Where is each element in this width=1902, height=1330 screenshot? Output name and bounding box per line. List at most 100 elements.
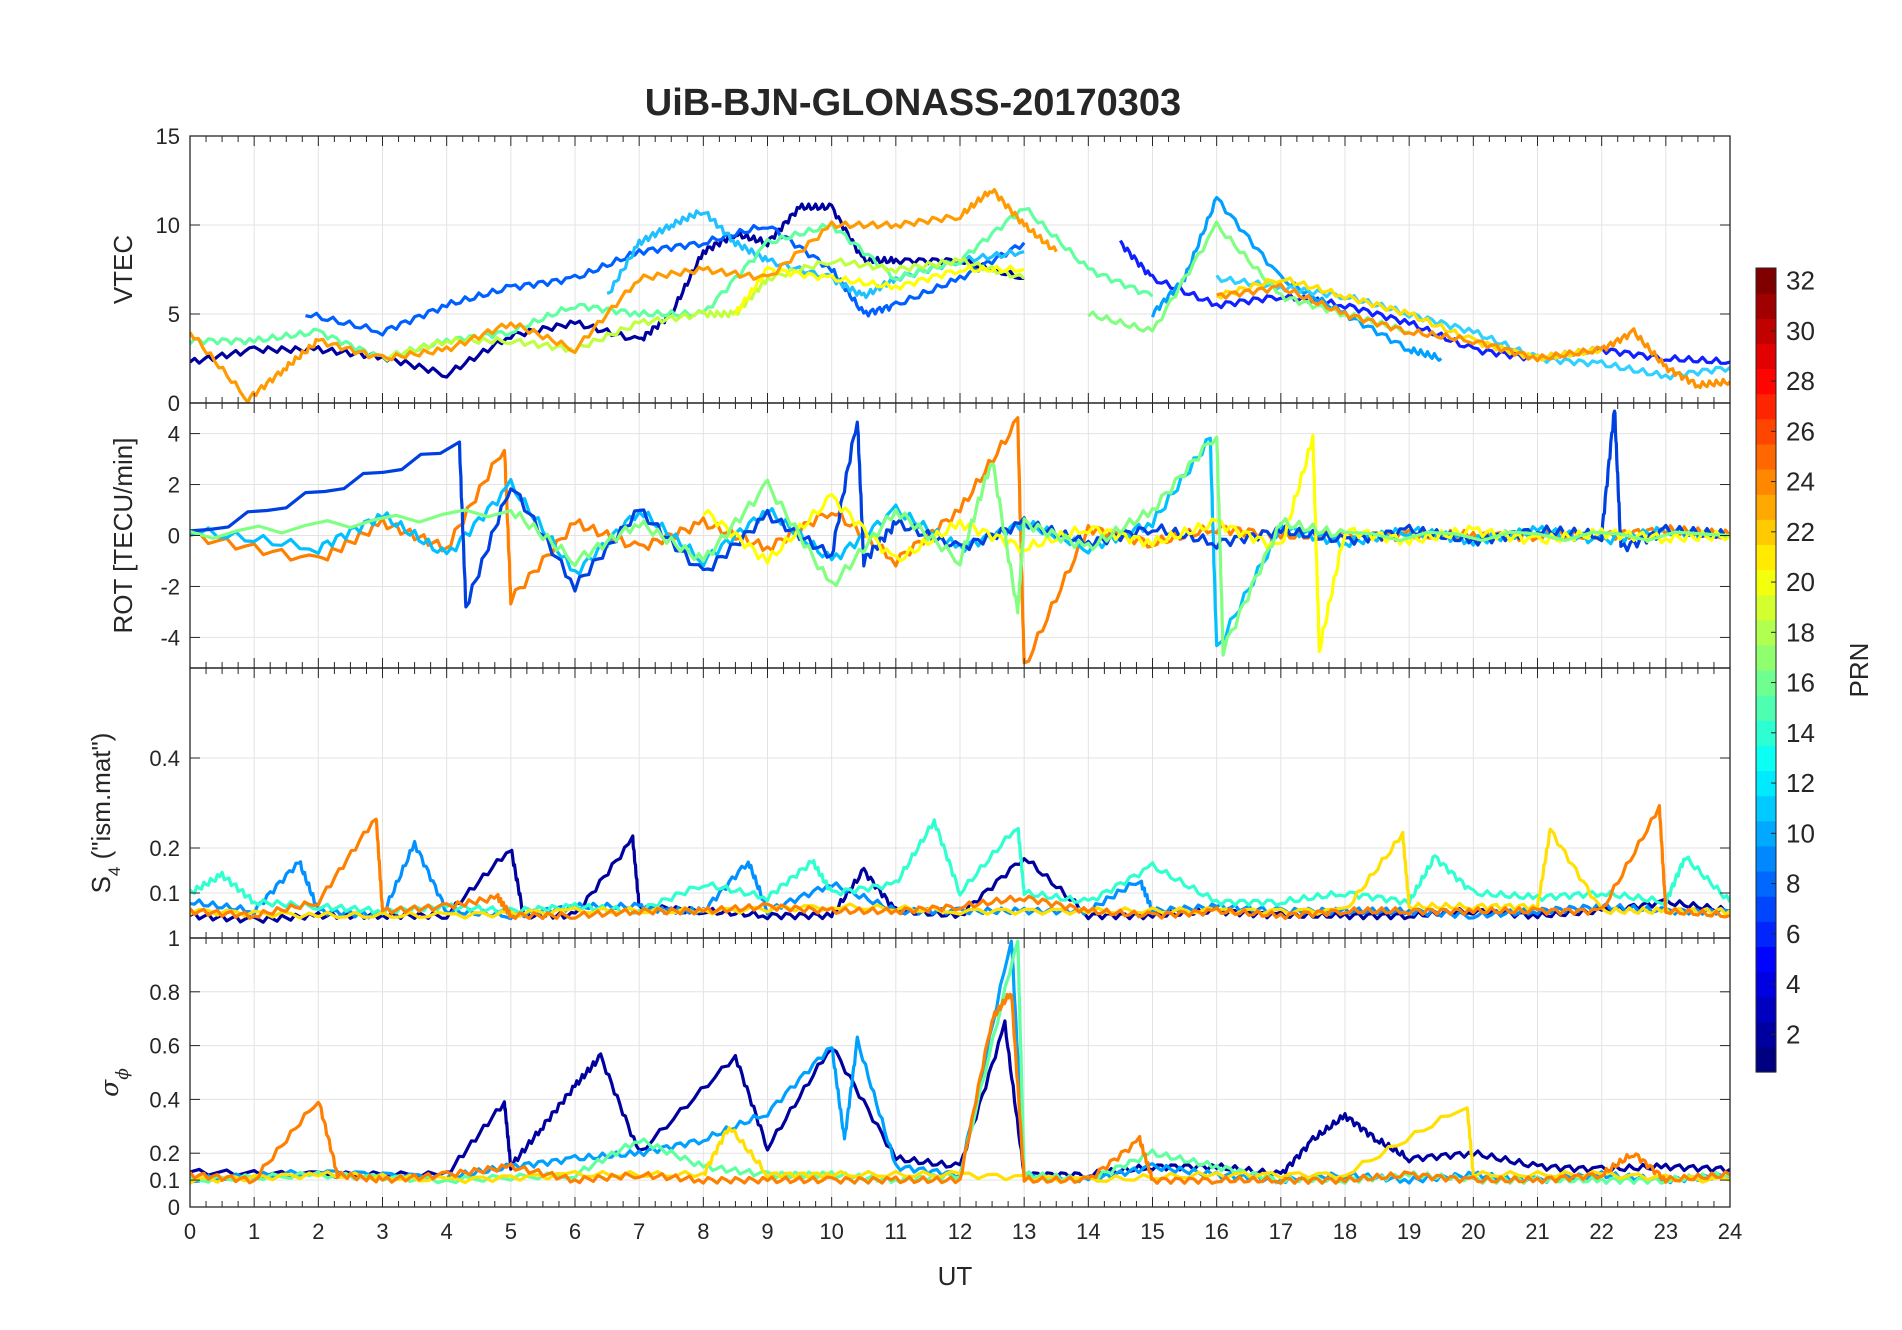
x-tick-label: 18 [1333,1219,1357,1244]
y-tick-label: 0.6 [149,1034,180,1059]
colorbar-tick-label: 14 [1786,718,1815,748]
colorbar-segment [1756,368,1776,395]
x-tick-label: 5 [505,1219,517,1244]
x-tick-label: 12 [948,1219,972,1244]
colorbar-segment [1756,921,1776,947]
series-line [190,803,1730,921]
series-line [190,435,1730,657]
y-tick-label: 10 [156,213,180,238]
chart-title: UiB-BJN-GLONASS-20170303 [645,82,1181,124]
colorbar-segment [1756,393,1776,420]
y-axis-label: σϕ [95,1068,133,1097]
series-line [1216,276,1603,362]
colorbar-segment [1756,820,1776,847]
colorbar-segment [1756,770,1776,797]
y-tick-label: 0 [168,1195,180,1220]
colorbar-tick-label: 22 [1786,517,1815,547]
series-line [190,818,1730,916]
y-tick-label: 5 [168,302,180,327]
colorbar-segment [1756,418,1776,445]
series-line [190,827,1730,920]
colorbar-segment [1756,443,1776,470]
colorbar-segment [1756,569,1776,596]
y-tick-label: 0.8 [149,980,180,1005]
series-line [381,257,1026,362]
panel-3: 0.1 0.2 0.4 S4 ("ism.mat") [86,667,1731,939]
x-tick-label: 14 [1076,1219,1100,1244]
colorbar-tick-label: 10 [1786,818,1815,848]
panel-1: 0 5 10 15 VTEC [108,124,1731,416]
colorbar-tick-label: 26 [1786,416,1815,446]
colorbar-tick-label: 18 [1786,617,1815,647]
colorbar-segment [1756,318,1776,344]
colorbar-tick-label: 2 [1786,1019,1800,1049]
colorbar-tick-label: 16 [1786,668,1815,698]
series-line [190,1019,1730,1180]
y-tick-label: 1 [168,926,180,951]
x-tick-label: 1 [248,1219,260,1244]
colorbar-tick-label: 28 [1786,366,1815,396]
colorbar-segment [1756,670,1776,696]
y-tick-label: 15 [156,124,180,149]
colorbar-tick-label: 12 [1786,768,1815,798]
x-tick-label: 23 [1654,1219,1678,1244]
x-tick-label: 21 [1525,1219,1549,1244]
colorbar-tick-label: 6 [1786,919,1800,949]
x-tick-label: 11 [884,1219,907,1244]
series-line [190,188,1058,403]
x-tick-label: 16 [1204,1219,1228,1244]
colorbar-segment [1756,594,1776,621]
x-tick-label: 19 [1397,1219,1421,1244]
y-tick-label: 0 [168,391,180,416]
x-tick-label: 2 [312,1219,324,1244]
y-tick-label: 0.2 [149,1141,180,1166]
colorbar-segment [1756,871,1776,897]
x-tick-label: 22 [1589,1219,1613,1244]
x-tick-label: 17 [1269,1219,1293,1244]
colorbar-segment [1756,745,1776,772]
colorbar-segment [1756,268,1776,294]
x-tick-label: 10 [819,1219,843,1244]
colorbar-tick-label: 32 [1786,266,1815,296]
colorbar-segment [1756,469,1776,495]
colorbar-segment [1756,695,1776,721]
x-tick-label: 0 [184,1219,196,1244]
series-line [733,264,1025,316]
y-axis-label: S4 ("ism.mat") [86,733,124,894]
y-tick-label: 0.2 [149,836,180,861]
x-tick-label: 24 [1718,1219,1742,1244]
y-tick-label: -2 [160,574,180,599]
series-line [702,433,1730,654]
colorbar-segment [1756,946,1776,973]
series-line [1150,196,1443,362]
colorbar-segment [1756,996,1776,1023]
colorbar-segment [1756,343,1776,370]
colorbar-segment [1756,519,1776,545]
colorbar-segment [1756,619,1776,646]
x-tick-label: 15 [1140,1219,1164,1244]
x-tick-label: 6 [569,1219,581,1244]
series-line [1215,274,1730,381]
colorbar-segment [1756,293,1776,319]
series-line [190,992,1730,1185]
x-axis-label: UT [938,1261,973,1291]
colorbar-segment [1756,1046,1776,1073]
colorbar-segment [1756,720,1776,746]
y-tick-label: 0.4 [149,1087,180,1112]
x-tick-label: 9 [761,1219,773,1244]
colorbar-tick-label: 20 [1786,567,1815,597]
panel-2: -4 -2 0 2 4 ROT [TECU/min] [108,402,1731,669]
series-line [190,416,1730,665]
x-tick-label: 13 [1012,1219,1036,1244]
colorbar-segment [1756,544,1776,571]
series-line [1216,282,1730,390]
series-line [1119,239,1730,365]
colorbar-segment [1756,494,1776,520]
colorbar-tick-label: 4 [1786,969,1800,999]
colorbar-tick-label: 24 [1786,467,1815,497]
series-line [305,224,1026,337]
x-tick-label: 20 [1461,1219,1485,1244]
